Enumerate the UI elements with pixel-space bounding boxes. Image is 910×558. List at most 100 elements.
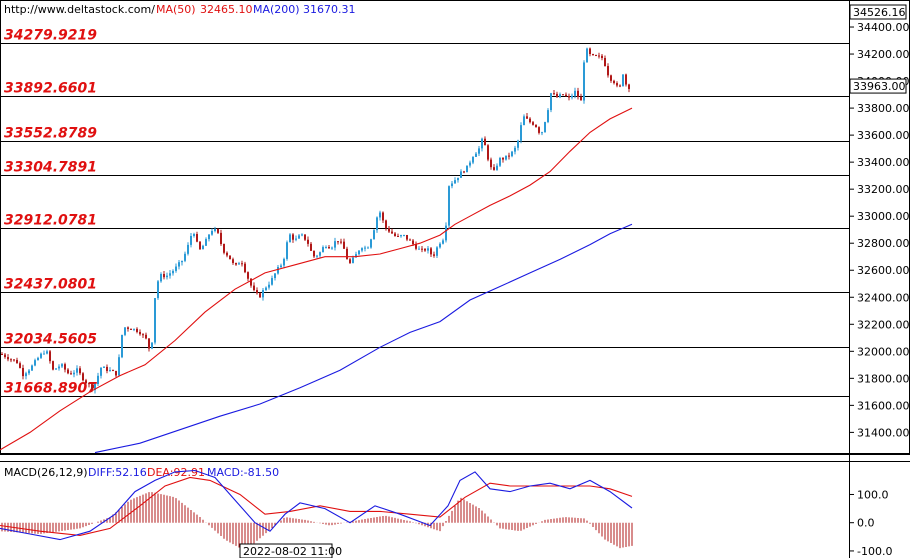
source-url[interactable]: http://www.deltastock.com/ xyxy=(4,3,155,16)
candle-body xyxy=(427,248,429,251)
candle-body xyxy=(361,248,363,251)
candle-body xyxy=(349,259,351,263)
candle-body xyxy=(301,234,303,236)
candle-body xyxy=(355,254,357,258)
candle-body xyxy=(79,368,81,374)
candle-body xyxy=(37,357,39,361)
candle-body xyxy=(40,353,42,358)
candle-body xyxy=(358,250,360,255)
candle-body xyxy=(613,80,615,84)
candle-body xyxy=(535,124,537,128)
candle-body xyxy=(310,243,312,251)
candle-body xyxy=(157,281,159,299)
ma50-line xyxy=(0,107,633,451)
candle-body xyxy=(499,158,501,166)
candle-body xyxy=(178,262,180,267)
candle-body xyxy=(328,247,330,249)
candle-body xyxy=(496,165,498,170)
candle-body xyxy=(124,327,126,335)
candle-body xyxy=(538,127,540,133)
candle-body xyxy=(583,62,585,101)
candle-body xyxy=(352,257,354,263)
candle-body xyxy=(571,95,573,98)
candle-body xyxy=(133,328,135,330)
candle-body xyxy=(325,247,327,249)
candle-body xyxy=(88,383,90,385)
candle-body xyxy=(553,93,555,95)
candle-body xyxy=(544,122,546,133)
candle-body xyxy=(238,263,240,265)
candle-body xyxy=(559,94,561,98)
candle-body xyxy=(550,93,552,111)
candle-body xyxy=(262,290,264,298)
candle-body xyxy=(322,247,324,253)
candle-body xyxy=(130,328,132,330)
macd-tick-label: 0.0 xyxy=(857,517,875,530)
candle-body xyxy=(25,373,27,377)
ma200-label: MA(200) xyxy=(253,3,300,16)
candle-body xyxy=(505,155,507,160)
ma50-value: 32465.10 xyxy=(200,3,253,16)
macd-axis: 100.0 0.0 -100.0 xyxy=(849,488,892,558)
candle-body xyxy=(367,247,369,249)
candle-body xyxy=(268,284,270,288)
candle-body xyxy=(580,97,582,101)
candle-body xyxy=(445,225,447,241)
candle-body xyxy=(394,233,396,237)
candle-body xyxy=(340,241,342,243)
candle-body xyxy=(145,334,147,339)
candle-body xyxy=(589,48,591,55)
candle-body xyxy=(388,228,390,232)
candle-body xyxy=(619,85,621,87)
candle-body xyxy=(94,383,96,391)
last-price-label: 33963.00 xyxy=(853,80,906,93)
price-tick-label: 31600.00 xyxy=(857,399,910,412)
candle-body xyxy=(76,368,78,373)
candle-body xyxy=(148,338,150,349)
candle-body xyxy=(142,334,144,336)
candle-body xyxy=(493,167,495,170)
candle-body xyxy=(121,334,123,358)
candle-body xyxy=(214,228,216,232)
candle-body xyxy=(607,66,609,76)
candle-body xyxy=(289,234,291,243)
price-tick-label: 32600.00 xyxy=(857,264,910,277)
price-tick-label: 32400.00 xyxy=(857,291,910,304)
level-label: 33892.6601 xyxy=(4,81,97,97)
price-tick-label: 33000.00 xyxy=(857,210,910,223)
candle-body xyxy=(259,293,261,298)
candle-body xyxy=(436,247,438,256)
candle-body xyxy=(346,248,348,260)
candle-body xyxy=(382,212,384,221)
candle-body xyxy=(307,239,309,244)
macd-histogram xyxy=(1,492,633,551)
candle-body xyxy=(61,364,63,367)
candle-body xyxy=(250,278,252,286)
candle-body xyxy=(364,247,366,249)
crosshair-date-box: 2022-08-02 11:00 xyxy=(239,543,342,558)
candle-body xyxy=(529,118,531,123)
candle-body xyxy=(100,367,102,376)
candle-body xyxy=(274,273,276,279)
candle-body xyxy=(409,239,411,241)
candle-body xyxy=(217,228,219,233)
candle-body xyxy=(7,357,9,360)
candle-body xyxy=(628,84,630,89)
candle-body xyxy=(241,263,243,265)
candle-body xyxy=(67,369,69,374)
candle-body xyxy=(208,234,210,240)
macd-tick-label: 100.0 xyxy=(857,488,889,501)
candle-body xyxy=(280,265,282,268)
candle-body xyxy=(82,373,84,381)
candle-body xyxy=(316,255,318,257)
price-tick-label: 33200.00 xyxy=(857,183,910,196)
candle-body xyxy=(337,241,339,243)
candle-body xyxy=(160,273,162,282)
candle-body xyxy=(64,364,66,370)
candle-body xyxy=(229,255,231,260)
candle-body xyxy=(319,252,321,256)
candle-body xyxy=(34,360,36,366)
candle-body xyxy=(247,272,249,279)
candle-body xyxy=(166,275,168,278)
